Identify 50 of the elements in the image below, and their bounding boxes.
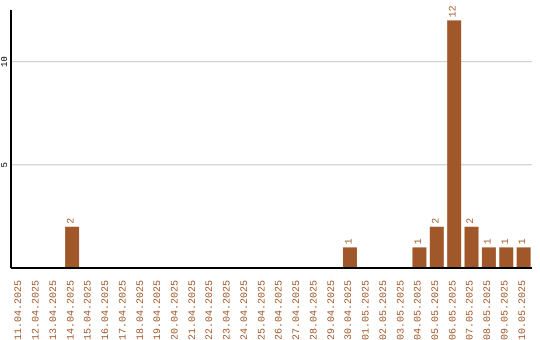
x-tick-label: 28.04.2025 bbox=[309, 280, 320, 340]
x-tick-label: 13.04.2025 bbox=[48, 280, 60, 340]
x-tick-label: 04.05.2025 bbox=[414, 280, 425, 340]
x-tick-label: 09.05.2025 bbox=[500, 280, 512, 340]
x-tick-label: 14.04.2025 bbox=[66, 280, 78, 340]
data-label: 2 bbox=[431, 218, 442, 224]
x-tick-label: 26.04.2025 bbox=[274, 280, 286, 340]
x-tick-label: 27.04.2025 bbox=[292, 280, 304, 340]
x-tick-label: 24.04.2025 bbox=[240, 280, 251, 340]
data-label: 1 bbox=[414, 238, 425, 244]
data-label: 2 bbox=[466, 218, 478, 224]
x-tick-label: 29.04.2025 bbox=[326, 280, 338, 340]
data-label: 1 bbox=[483, 238, 494, 244]
x-tick-label: 08.05.2025 bbox=[483, 280, 494, 340]
x-tick-label: 19.04.2025 bbox=[153, 280, 164, 340]
bar bbox=[499, 247, 514, 268]
y-tick-label: 5 bbox=[0, 162, 10, 168]
x-tick-label: 06.05.2025 bbox=[448, 280, 460, 340]
bar bbox=[516, 247, 531, 268]
bar bbox=[65, 226, 80, 268]
data-label: 2 bbox=[66, 218, 78, 224]
x-tick-label: 02.05.2025 bbox=[378, 280, 390, 340]
x-tick-label: 18.04.2025 bbox=[136, 280, 147, 340]
bar bbox=[412, 247, 426, 268]
bar bbox=[464, 226, 479, 268]
x-tick-label: 12.04.2025 bbox=[32, 280, 43, 340]
x-tick-label: 03.05.2025 bbox=[396, 280, 408, 340]
bar bbox=[447, 20, 462, 268]
x-tick-label: 21.04.2025 bbox=[188, 280, 199, 340]
x-tick-label: 20.04.2025 bbox=[170, 280, 182, 340]
data-label: 1 bbox=[500, 238, 512, 244]
x-tick-label: 23.04.2025 bbox=[222, 280, 234, 340]
x-tick-label: 11.04.2025 bbox=[14, 280, 26, 340]
x-tick-label: 17.04.2025 bbox=[118, 280, 130, 340]
data-label: 1 bbox=[518, 238, 530, 244]
bar bbox=[430, 226, 444, 268]
x-tick-label: 15.04.2025 bbox=[84, 280, 95, 340]
x-tick-label: 30.04.2025 bbox=[344, 280, 356, 340]
x-tick-label: 07.05.2025 bbox=[466, 280, 477, 340]
y-tick-label: 10 bbox=[0, 56, 10, 68]
x-tick-label: 25.04.2025 bbox=[257, 280, 268, 340]
bar bbox=[482, 247, 496, 268]
data-label: 1 bbox=[344, 238, 356, 244]
x-tick-label: 10.05.2025 bbox=[518, 280, 529, 340]
bar bbox=[342, 247, 357, 268]
x-tick-label: 22.04.2025 bbox=[205, 280, 216, 340]
data-label: 12 bbox=[448, 5, 460, 18]
x-tick-label: 05.05.2025 bbox=[430, 280, 442, 340]
x-tick-label: 16.04.2025 bbox=[101, 280, 112, 340]
x-tick-label: 01.05.2025 bbox=[362, 280, 373, 340]
